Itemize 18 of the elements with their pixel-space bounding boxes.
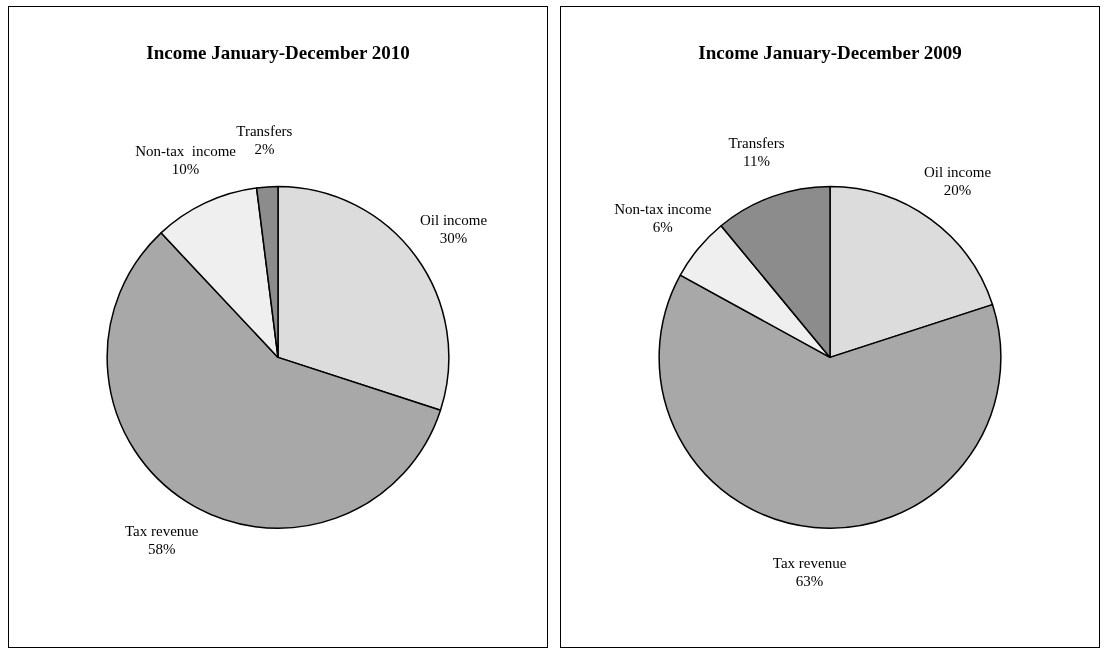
data-label: 6% [652,219,673,236]
data-label: 20% [943,181,972,198]
slice-label: Transfers [236,122,293,139]
slice-label: Oil income [420,211,488,228]
data-label: 63% [795,573,824,590]
slice-label: Non-tax income [614,201,712,218]
data-label: 10% [171,161,200,178]
chart-title: Income January-December 2009 [698,42,962,64]
slice-label: Tax revenue [772,555,847,572]
slice-label: Tax revenue [124,522,199,539]
data-label: 30% [439,229,468,246]
slice-label: Non-tax income [135,143,237,160]
data-label: 2% [254,140,275,157]
slice-label: Oil income [924,163,992,180]
chart-title: Income January-December 2010 [146,42,410,64]
slice-label: Transfers [728,135,785,152]
data-label: 58% [147,540,176,557]
data-label: 11% [743,153,770,170]
